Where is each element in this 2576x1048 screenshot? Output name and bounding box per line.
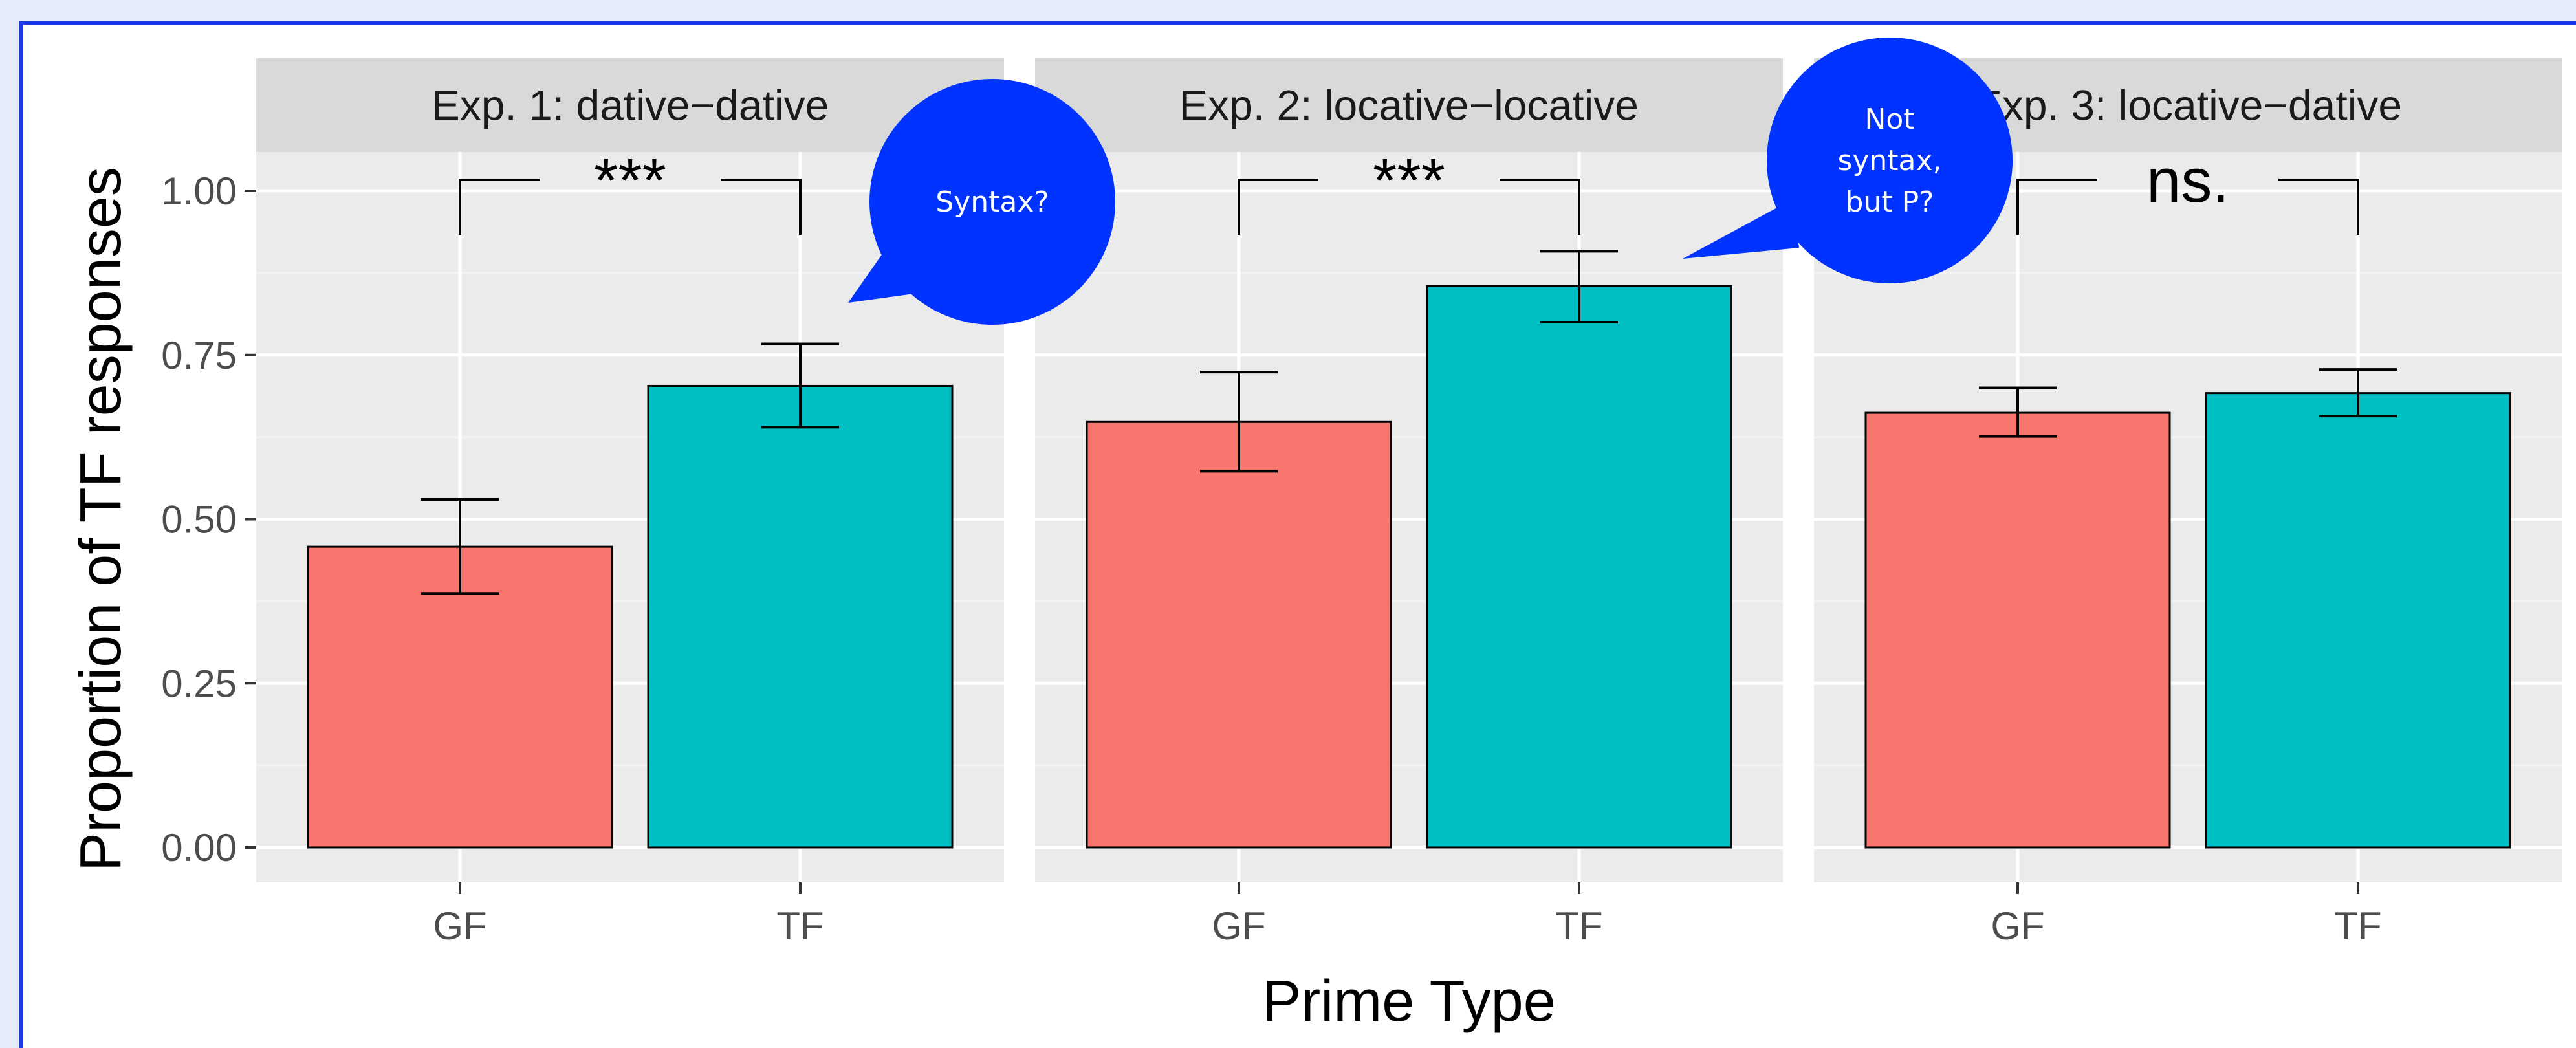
speech-bubble-not-syntax-text: Not [1864,103,1914,136]
significance-bracket [459,179,540,235]
bar-gf-exp2 [1086,420,1392,849]
panel-strip-label: Exp. 1: dative−dative [431,82,829,129]
significance-bracket [1500,179,1580,235]
panel-strip-label: Exp. 3: locative−dative [1974,82,2402,129]
bar-tf-exp1 [647,384,954,849]
speech-bubble-syntax [869,79,1115,325]
speech-bubble-syntax-text: Syntax? [935,186,1049,219]
x-tick-label: TF [776,904,824,948]
bar-tf-exp3 [2205,392,2511,849]
speech-bubble-not-syntax-tail [1683,199,1799,259]
bar-chart: Proportion of TF responses 0.00 0.25 0.50 0.… [69,38,2562,1034]
x-tick-label: TF [2334,904,2381,948]
x-tick-label: TF [1555,904,1602,948]
x-axis-title: Prime Type [1262,969,1556,1034]
bar-gf-exp1 [307,545,613,849]
y-tick-label: 1.00 [161,169,237,213]
x-tick-label: GF [1991,904,2044,948]
bar-gf-exp3 [1864,411,2171,849]
panel-strip [256,58,1004,152]
significance-label: *** [1373,146,1445,215]
y-tick-label: 0.75 [161,334,237,377]
x-tick-label: GF [1212,904,1265,948]
y-tick-label: 0.50 [161,498,237,541]
speech-bubble-not-syntax [1767,38,2013,283]
panel-strip [1035,58,1783,152]
significance-label: ns. [2146,146,2229,215]
significance-label: *** [594,146,666,215]
speech-bubble-not-syntax-text: but P? [1846,186,1934,219]
significance-bracket [2016,179,2097,235]
y-axis-title: Proportion of TF responses [69,167,133,871]
figure-frame: Proportion of TF responses 0.00 0.25 0.50 0.… [19,21,2576,1048]
speech-bubble-not-syntax-text: syntax, [1837,144,1941,177]
y-tick-label: 0.00 [161,826,237,869]
x-tick-label: GF [433,904,486,948]
significance-bracket [721,179,802,235]
bar-tf-exp2 [1426,285,1732,849]
y-tick-label: 0.25 [161,662,237,705]
significance-bracket [1238,179,1318,235]
panel-strip-label: Exp. 2: locative−locative [1179,82,1639,129]
significance-bracket [2278,179,2359,235]
